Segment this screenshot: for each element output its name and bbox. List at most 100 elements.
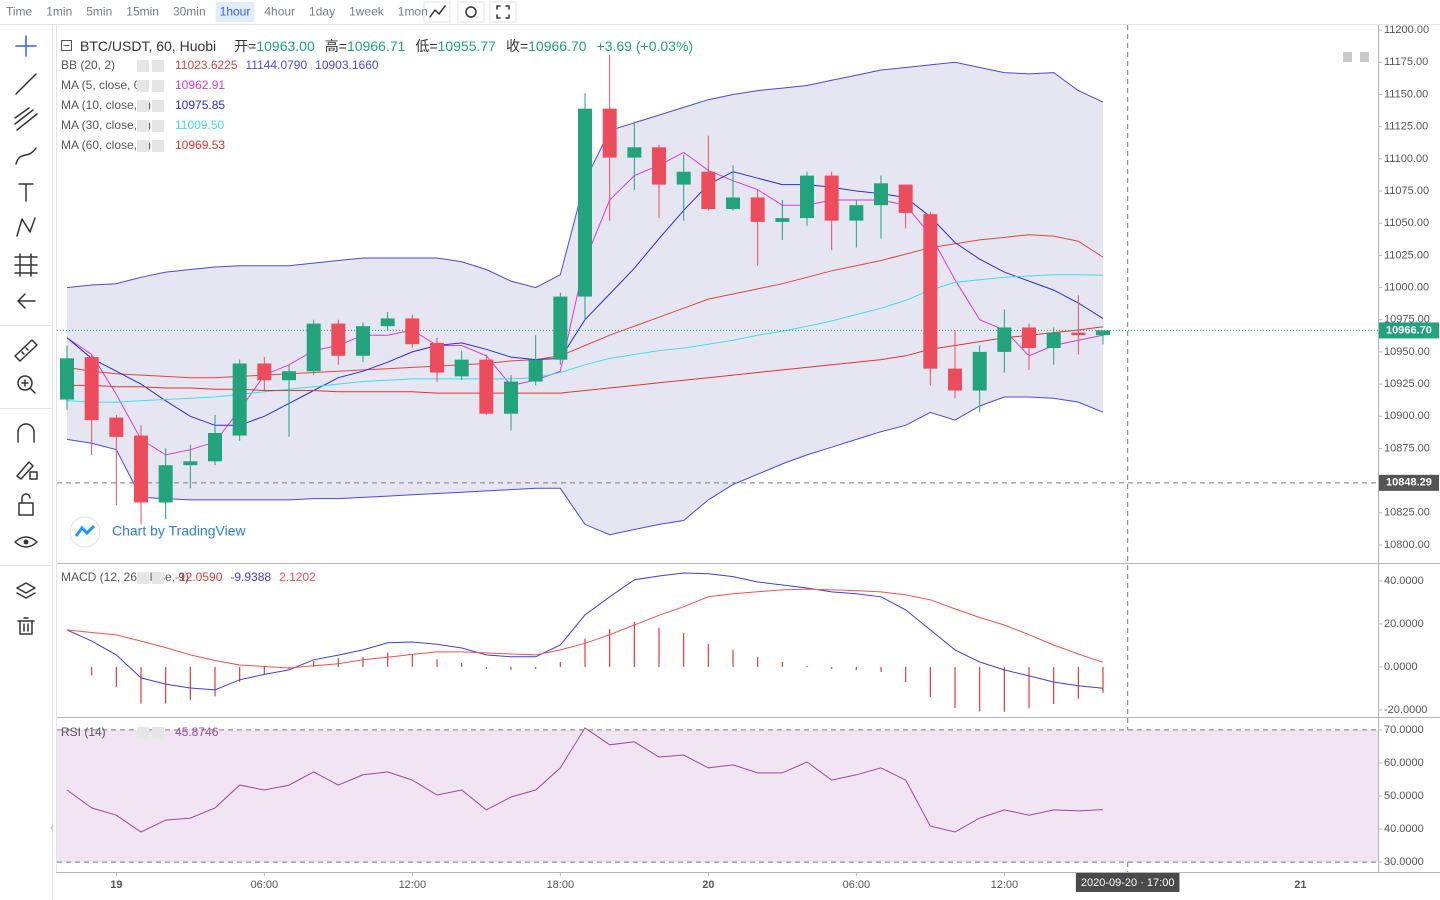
candle-body bbox=[997, 327, 1012, 352]
legend-value: 11144.0790 bbox=[246, 58, 308, 72]
y-tick-label: 11150.00 bbox=[1384, 88, 1428, 100]
trend-line-tool[interactable] bbox=[15, 73, 37, 95]
pattern-tool[interactable] bbox=[16, 217, 36, 237]
zoom-tool[interactable] bbox=[17, 375, 33, 391]
candle-body bbox=[676, 171, 691, 185]
legend-value: 10975.85 bbox=[175, 98, 225, 112]
interval-button[interactable]: 30min bbox=[173, 5, 206, 19]
y-tick-label: 60.0000 bbox=[1384, 757, 1424, 769]
interval-button[interactable]: 1week bbox=[349, 5, 385, 19]
macd-line bbox=[66, 588, 1104, 669]
settings-icon bbox=[465, 6, 477, 18]
candle-body bbox=[1022, 327, 1037, 349]
candle-body bbox=[750, 197, 765, 222]
ruler-tool[interactable] bbox=[14, 339, 38, 362]
legend-settings bbox=[137, 727, 149, 739]
header-part: 10963.00 bbox=[256, 38, 315, 54]
chart-style-button[interactable] bbox=[423, 1, 451, 23]
candle-body bbox=[306, 323, 321, 372]
sidebar-collapse[interactable]: ‹ bbox=[50, 820, 54, 834]
legend-name: MA (10, close, 0) bbox=[61, 98, 151, 112]
legend-name: BB (20, 2) bbox=[61, 58, 115, 72]
back-tool[interactable] bbox=[17, 293, 36, 309]
x-tick-label: 12:00 bbox=[991, 879, 1019, 891]
fullscreen-button[interactable] bbox=[489, 1, 517, 23]
legend-name: MA (30, close, 0) bbox=[61, 118, 151, 132]
candle-body bbox=[627, 147, 642, 158]
pane-control[interactable] bbox=[1343, 52, 1352, 62]
candle-body bbox=[602, 108, 617, 158]
legend-remove bbox=[152, 727, 164, 739]
y-tick-label: 40.0000 bbox=[1384, 823, 1424, 835]
interval-button[interactable]: 1day bbox=[309, 5, 335, 19]
interval-button[interactable]: 4hour bbox=[264, 5, 295, 19]
fib-tool[interactable] bbox=[14, 253, 38, 277]
layers-tool[interactable] bbox=[16, 582, 36, 599]
x-tick-label: 19 bbox=[110, 879, 122, 891]
candle-body bbox=[232, 363, 247, 436]
y-tick-label: 11200.00 bbox=[1384, 24, 1429, 36]
x-tick-label: 21 bbox=[1294, 879, 1306, 891]
legend-settings bbox=[137, 100, 149, 112]
pitchfork-tool[interactable] bbox=[14, 107, 38, 131]
y-tick-label: 10825.00 bbox=[1384, 507, 1430, 519]
interval-button[interactable]: Time bbox=[6, 5, 33, 19]
candle-body bbox=[380, 318, 395, 327]
collapse-button[interactable] bbox=[61, 40, 72, 51]
candle-body bbox=[183, 461, 198, 466]
legend-remove bbox=[152, 100, 164, 112]
y-tick-label: 30.0000 bbox=[1384, 856, 1424, 868]
brush-tool[interactable] bbox=[15, 147, 37, 165]
candle-body bbox=[158, 465, 173, 503]
legend-remove bbox=[152, 60, 164, 72]
interval-button[interactable]: 5min bbox=[86, 5, 112, 19]
pane-control[interactable] bbox=[1360, 52, 1369, 62]
candle-body bbox=[356, 326, 371, 356]
header-part: 10966.70 bbox=[528, 38, 587, 54]
y-tick-label: 40.0000 bbox=[1384, 575, 1424, 587]
candle-body bbox=[824, 175, 839, 221]
candle-body bbox=[652, 147, 667, 185]
header-part: 收= bbox=[506, 38, 528, 54]
y-tick-label: 11025.00 bbox=[1384, 249, 1429, 261]
y-tick-label: 11075.00 bbox=[1384, 185, 1429, 197]
rsi-band bbox=[57, 729, 1378, 863]
delete-tool[interactable] bbox=[17, 617, 35, 635]
crosshair-tool[interactable] bbox=[15, 35, 37, 57]
candle-body bbox=[84, 357, 99, 421]
visibility-pupil bbox=[23, 539, 29, 545]
text-tool[interactable] bbox=[18, 183, 34, 202]
magnet-tool[interactable] bbox=[17, 423, 35, 443]
candle-body bbox=[972, 351, 987, 391]
candle-body bbox=[726, 197, 741, 210]
lock-drawing-tool[interactable] bbox=[16, 461, 38, 480]
zoom-tool-plus bbox=[21, 379, 36, 394]
header-part: +3.69 (+0.03%) bbox=[597, 38, 694, 54]
legend-settings bbox=[137, 60, 149, 72]
legend-value: 10969.53 bbox=[175, 138, 225, 152]
x-tick-label: 20 bbox=[702, 879, 714, 891]
header-part: 开= bbox=[234, 38, 256, 54]
header-part: 高= bbox=[325, 38, 347, 54]
y-tick-label: -20.0000 bbox=[1384, 704, 1427, 716]
y-tick-label: 0.0000 bbox=[1384, 661, 1418, 673]
hline-price-label: 10848.29 bbox=[1386, 477, 1432, 489]
candle-body bbox=[504, 381, 519, 414]
interval-button[interactable]: 1min bbox=[46, 5, 72, 19]
candle-body bbox=[849, 205, 864, 221]
y-tick-label: 11175.00 bbox=[1384, 56, 1428, 68]
legend-value: -12.0590 bbox=[175, 570, 223, 584]
header-part: BTC/USDT, 60, Huobi bbox=[80, 38, 216, 54]
legend-value: 11023.6225 bbox=[175, 58, 238, 72]
interval-button[interactable]: 1hour bbox=[220, 5, 251, 19]
visibility-tool[interactable] bbox=[14, 536, 38, 548]
unlock-tool[interactable] bbox=[18, 493, 34, 516]
legend-name: MACD (12, 26, close, 9) bbox=[61, 570, 189, 584]
candle-body bbox=[134, 435, 149, 503]
legend-value: 45.8746 bbox=[175, 725, 219, 739]
macd-line bbox=[66, 572, 1104, 691]
candle-body bbox=[331, 323, 346, 356]
interval-button[interactable]: 1mon bbox=[398, 5, 428, 19]
settings-button[interactable] bbox=[457, 1, 485, 23]
interval-button[interactable]: 15min bbox=[126, 5, 159, 19]
